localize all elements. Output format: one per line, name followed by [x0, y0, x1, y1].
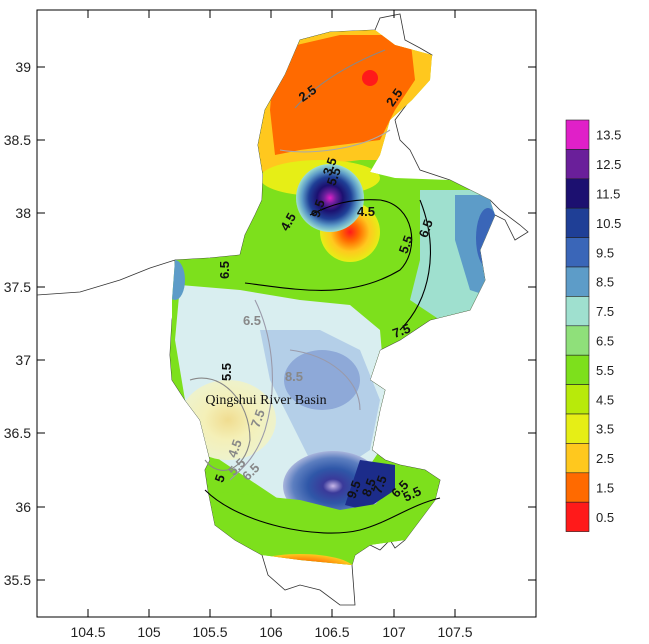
colorbar-label: 4.5	[596, 392, 614, 407]
contour-label: 7.5	[370, 473, 390, 495]
contour-label: 7.5	[248, 407, 268, 429]
y-tick-label: 37.5	[4, 279, 31, 295]
colorbar-cell	[565, 266, 590, 297]
contour-label: 5.5	[219, 363, 234, 381]
colorbar-cell	[565, 325, 590, 356]
colorbar-label: 1.5	[596, 481, 614, 496]
contour-label: 9.5	[344, 478, 364, 500]
axis-ticks	[37, 10, 536, 617]
contour-label: 5	[211, 472, 228, 484]
y-tick-label: 38	[15, 205, 31, 221]
colorbar-label: 8.5	[596, 275, 614, 290]
colorbar-label: 6.5	[596, 334, 614, 349]
contour-label: 3.5	[320, 155, 340, 177]
contour-label: 8.5	[359, 476, 379, 498]
contour-label: 7.5	[390, 321, 412, 341]
colorbar-label: 7.5	[596, 304, 614, 319]
colorbar-label: 9.5	[596, 245, 614, 260]
colorbar-label: 13.5	[596, 128, 621, 143]
y-tick-label: 36.5	[4, 425, 31, 441]
colorbar-cell	[565, 296, 590, 327]
contour-label: 6.5	[416, 217, 436, 239]
y-tick-label: 38.5	[4, 132, 31, 148]
colorbar-label: 12.5	[596, 157, 621, 172]
colorbar-cell	[565, 413, 590, 444]
colorbar-cell	[565, 501, 590, 532]
colorbar-label: 11.5	[596, 187, 620, 202]
colorbar-cells	[565, 119, 590, 532]
contour-label: 8.5	[285, 369, 303, 384]
colorbar-cell	[565, 472, 590, 503]
contour-label: 5.5	[396, 233, 416, 255]
x-tick-label: 107.5	[437, 624, 472, 640]
colorbar-cell	[565, 207, 590, 238]
y-tick-label: 35.5	[4, 572, 31, 588]
colorbar-cell	[565, 384, 590, 415]
contour-label: 6.5	[243, 313, 261, 328]
contour-lines	[189, 49, 441, 534]
basin-label: Qingshui River Basin	[205, 393, 326, 408]
colorbar-cell	[565, 443, 590, 474]
contour-label: 5.5	[401, 483, 424, 504]
colorbar-cell	[565, 237, 590, 268]
contour-labels: 2.5 2.53.55.54.5 4.59.56.55.56.55.57.56.58…	[211, 82, 435, 505]
x-tick-label: 105	[137, 624, 161, 640]
y-tick-label: 39	[15, 59, 31, 75]
colorbar-labels: 13.5 12.5 11.5 10.5 9.5 8.5 7.5 6.5 5.5 4.5 3.5 2.5…	[596, 128, 621, 525]
x-tick-labels: 104.5 105 105.5 106 106.5 107 107.5	[70, 624, 472, 640]
colorbar-cell	[565, 149, 590, 180]
colorbar-label: 10.5	[596, 216, 621, 231]
contour-label: 9.5	[308, 197, 328, 219]
colorbar-cell	[565, 119, 590, 150]
contour-label: 4.5	[225, 437, 245, 459]
x-tick-label: 106.5	[314, 624, 349, 640]
x-tick-label: 107	[382, 624, 406, 640]
x-tick-label: 106	[259, 624, 283, 640]
colorbar: 13.5 12.5 11.5 10.5 9.5 8.5 7.5 6.5 5.5 4.5 3.5 2.5…	[565, 119, 621, 532]
colorbar-label: 5.5	[596, 363, 614, 378]
contour-label: 5.5	[324, 165, 344, 187]
x-tick-label: 104.5	[70, 624, 105, 640]
colorbar-label: 2.5	[596, 451, 614, 466]
colorbar-cell	[565, 354, 590, 385]
colorbar-label: 3.5	[596, 422, 614, 437]
y-tick-label: 37	[15, 352, 31, 368]
y-tick-labels: 39 38.5 38 37.5 37 36.5 36 35.5	[4, 59, 31, 588]
y-tick-label: 36	[15, 499, 31, 515]
contour-label: 6.5	[217, 261, 232, 279]
colorbar-cell	[565, 178, 590, 209]
colorbar-label: 0.5	[596, 510, 614, 525]
contour-label: 4.5	[357, 204, 375, 219]
x-tick-label: 105.5	[192, 624, 227, 640]
